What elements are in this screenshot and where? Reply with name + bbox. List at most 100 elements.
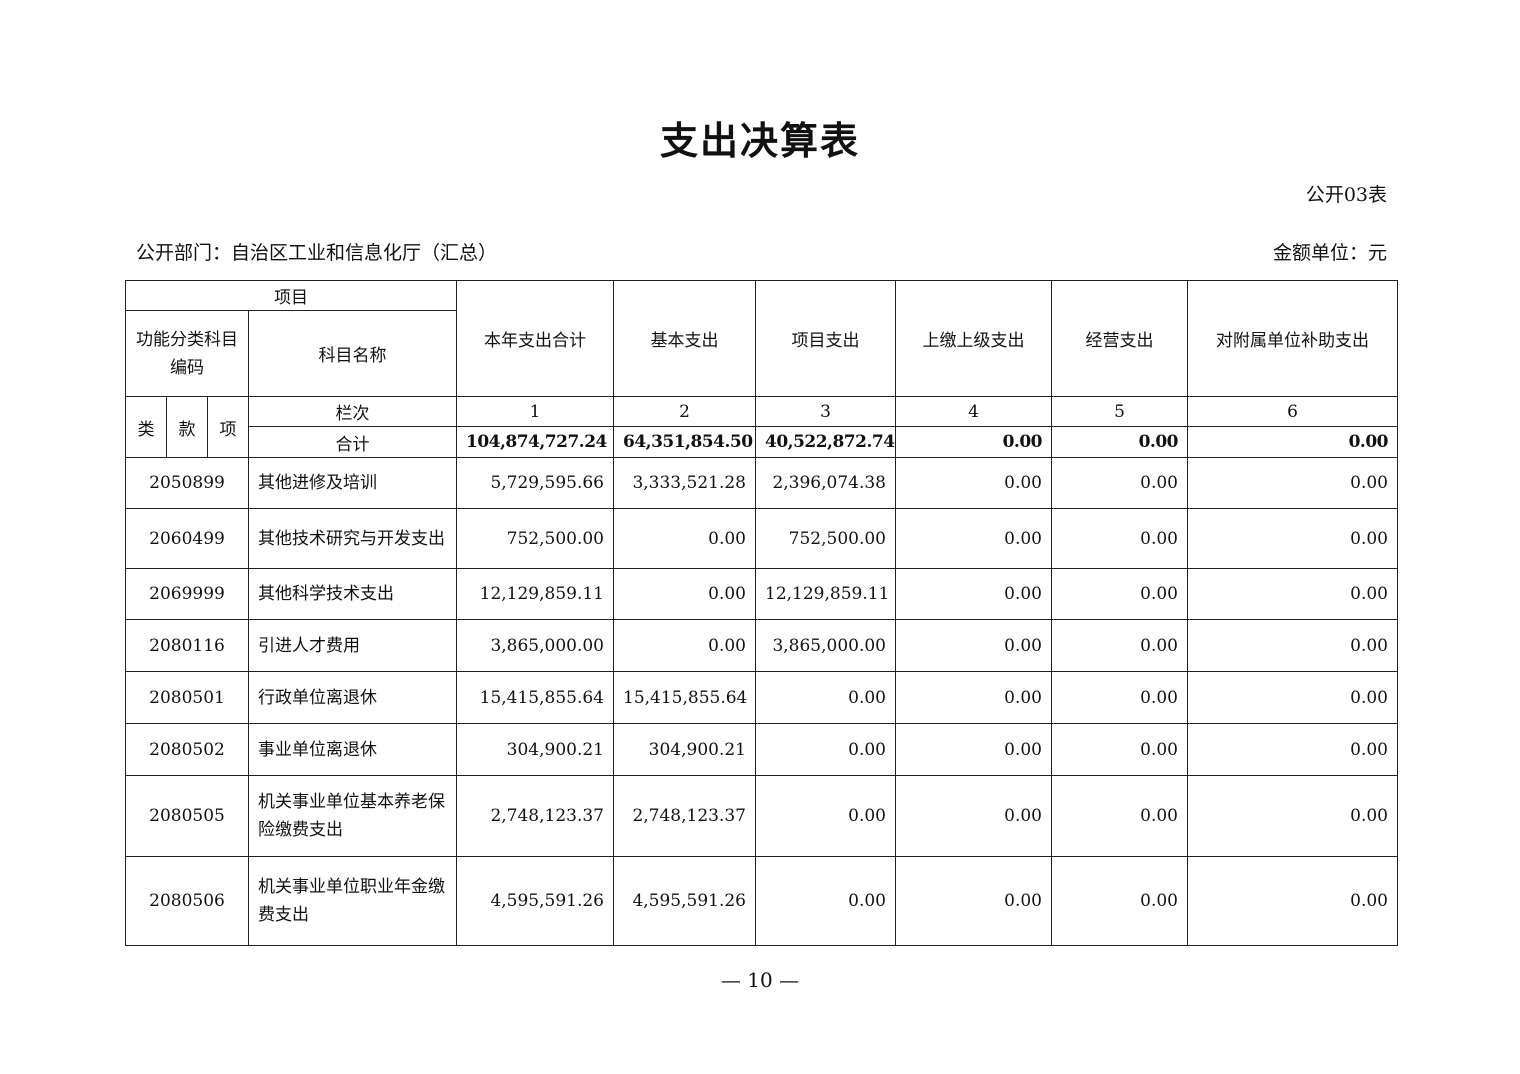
table-number: 公开03表 <box>1305 184 1387 206</box>
total-value: 40,522,872.74 <box>755 426 896 458</box>
amount-cell: 0.00 <box>755 671 896 724</box>
header-col-2: 基本支出 <box>613 280 756 397</box>
amount-cell: 0.00 <box>1051 723 1188 776</box>
table-row: 2080116 引进人才费用 3,865,000.00 0.00 3,865,000.0… <box>125 619 1398 672</box>
amount-cell: 15,415,855.64 <box>613 671 756 724</box>
amount-cell: 0.00 <box>1187 619 1398 672</box>
subject-code: 2080116 <box>125 619 249 672</box>
amount-cell: 0.00 <box>1187 568 1398 620</box>
header-xiang: 项 <box>207 396 249 458</box>
amount-cell: 0.00 <box>895 856 1052 946</box>
amount-cell: 0.00 <box>895 723 1052 776</box>
header-col-4: 上缴上级支出 <box>895 280 1052 397</box>
table-row: 2050899 其他进修及培训 5,729,595.66 3,333,521.28 2,… <box>125 457 1398 509</box>
table-row: 2080506 机关事业单位职业年金缴费支出 4,595,591.26 4,595,5… <box>125 856 1398 946</box>
column-no-label: 栏次 <box>248 396 457 427</box>
table-row: 2080501 行政单位离退休 15,415,855.64 15,415,855.64… <box>125 671 1398 724</box>
page-title: 支出决算表 <box>659 118 860 163</box>
amount-cell: 0.00 <box>755 723 896 776</box>
column-no: 4 <box>895 396 1052 427</box>
amount-cell: 2,396,074.38 <box>755 457 896 509</box>
amount-cell: 0.00 <box>1187 671 1398 724</box>
amount-cell: 0.00 <box>895 508 1052 569</box>
subject-name: 其他进修及培训 <box>248 457 457 509</box>
total-value: 64,351,854.50 <box>613 426 756 458</box>
column-no: 6 <box>1187 396 1398 427</box>
department-label: 公开部门：自治区工业和信息化厅（汇总） <box>136 242 498 264</box>
table-row: 2080505 机关事业单位基本养老保险缴费支出 2,748,123.37 2,748… <box>125 775 1398 857</box>
header-col-5: 经营支出 <box>1051 280 1188 397</box>
amount-cell: 0.00 <box>1051 775 1188 857</box>
table-row: 2060499 其他技术研究与开发支出 752,500.00 0.00 752,500.… <box>125 508 1398 569</box>
column-no: 5 <box>1051 396 1188 427</box>
amount-cell: 0.00 <box>1051 457 1188 509</box>
amount-cell: 0.00 <box>895 619 1052 672</box>
header-col-6: 对附属单位补助支出 <box>1187 280 1398 397</box>
amount-cell: 0.00 <box>1051 856 1188 946</box>
amount-unit-label: 金额单位：元 <box>1272 242 1387 264</box>
subject-code: 2080502 <box>125 723 249 776</box>
subject-name: 其他技术研究与开发支出 <box>248 508 457 569</box>
subject-name: 行政单位离退休 <box>248 671 457 724</box>
amount-cell: 0.00 <box>1051 619 1188 672</box>
total-value: 0.00 <box>1187 426 1398 458</box>
amount-cell: 304,900.21 <box>613 723 756 776</box>
amount-cell: 15,415,855.64 <box>456 671 614 724</box>
amount-cell: 0.00 <box>755 775 896 857</box>
expenditure-table: 项目 本年支出合计 基本支出 项目支出 上缴上级支出 经营支出 对附属单位补助支… <box>125 280 1398 946</box>
table-row: 2069999 其他科学技术支出 12,129,859.11 0.00 12,129,8… <box>125 568 1398 620</box>
subject-code: 2080501 <box>125 671 249 724</box>
amount-cell: 3,333,521.28 <box>613 457 756 509</box>
amount-cell: 3,865,000.00 <box>456 619 614 672</box>
header-item: 项目 <box>125 280 457 311</box>
amount-cell: 0.00 <box>1051 568 1188 620</box>
subject-name: 其他科学技术支出 <box>248 568 457 620</box>
amount-cell: 0.00 <box>613 568 756 620</box>
amount-cell: 12,129,859.11 <box>456 568 614 620</box>
header-kuan: 款 <box>166 396 208 458</box>
amount-cell: 5,729,595.66 <box>456 457 614 509</box>
subject-code: 2069999 <box>125 568 249 620</box>
subject-name: 机关事业单位基本养老保险缴费支出 <box>248 775 457 857</box>
amount-cell: 0.00 <box>1051 508 1188 569</box>
amount-cell: 2,748,123.37 <box>613 775 756 857</box>
subject-code: 2080505 <box>125 775 249 857</box>
amount-cell: 2,748,123.37 <box>456 775 614 857</box>
subject-code: 2060499 <box>125 508 249 569</box>
amount-cell: 0.00 <box>1051 671 1188 724</box>
amount-cell: 0.00 <box>895 568 1052 620</box>
header-lei: 类 <box>125 396 167 458</box>
amount-cell: 0.00 <box>755 856 896 946</box>
column-no: 2 <box>613 396 756 427</box>
amount-cell: 752,500.00 <box>456 508 614 569</box>
amount-cell: 0.00 <box>895 457 1052 509</box>
subject-code: 2080506 <box>125 856 249 946</box>
total-label: 合计 <box>248 426 457 458</box>
amount-cell: 0.00 <box>1187 723 1398 776</box>
total-value: 0.00 <box>895 426 1052 458</box>
table-row: 2080502 事业单位离退休 304,900.21 304,900.21 0.00 0.… <box>125 723 1398 776</box>
amount-cell: 4,595,591.26 <box>613 856 756 946</box>
column-no: 1 <box>456 396 614 427</box>
amount-cell: 0.00 <box>1187 856 1398 946</box>
amount-cell: 0.00 <box>895 671 1052 724</box>
header-subject-name: 科目名称 <box>248 310 457 397</box>
page-number: — 10 — <box>720 968 800 992</box>
header-col-1: 本年支出合计 <box>456 280 614 397</box>
column-no: 3 <box>755 396 896 427</box>
amount-cell: 0.00 <box>613 619 756 672</box>
amount-cell: 0.00 <box>895 775 1052 857</box>
amount-cell: 0.00 <box>1187 775 1398 857</box>
amount-cell: 0.00 <box>613 508 756 569</box>
amount-cell: 0.00 <box>1187 508 1398 569</box>
subject-code: 2050899 <box>125 457 249 509</box>
amount-cell: 12,129,859.11 <box>755 568 896 620</box>
amount-cell: 0.00 <box>1187 457 1398 509</box>
subject-name: 引进人才费用 <box>248 619 457 672</box>
subject-name: 机关事业单位职业年金缴费支出 <box>248 856 457 946</box>
amount-cell: 752,500.00 <box>755 508 896 569</box>
header-col-3: 项目支出 <box>755 280 896 397</box>
subject-name: 事业单位离退休 <box>248 723 457 776</box>
amount-cell: 3,865,000.00 <box>755 619 896 672</box>
amount-cell: 304,900.21 <box>456 723 614 776</box>
